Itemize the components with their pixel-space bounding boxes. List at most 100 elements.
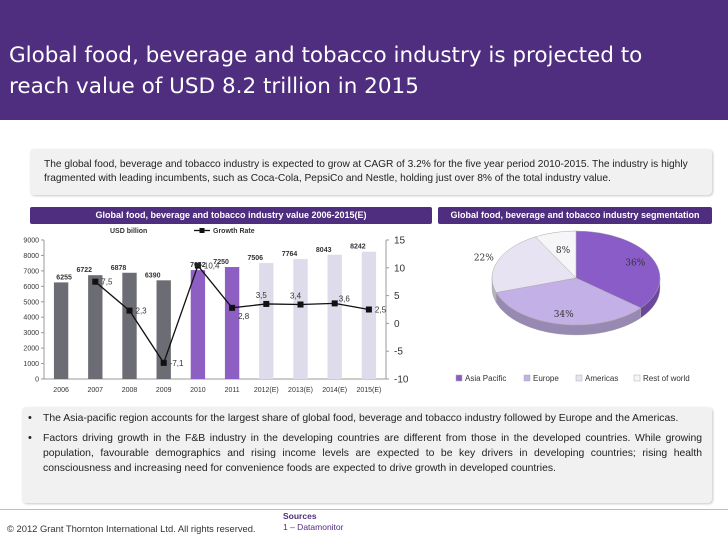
left-axis-tick-label: 8000	[23, 253, 39, 260]
pie-legend-label: Europe	[533, 374, 559, 383]
intro-text: The global food, beverage and tobacco in…	[44, 159, 688, 184]
pie-value-label: 34%	[554, 310, 574, 320]
slide-title: Global food, beverage and tobacco indust…	[9, 43, 643, 99]
bar-value-label: 6255	[56, 274, 72, 281]
left-axis-tick-label: 4000	[23, 315, 39, 322]
pie-legend-swatch	[523, 374, 531, 382]
growth-rate-label: 2,8	[238, 312, 250, 321]
legend-line-marker	[199, 228, 205, 233]
pie-slice	[535, 230, 577, 279]
growth-rate-marker	[331, 300, 338, 307]
growth-rate-marker	[263, 300, 270, 307]
bullet-point: • The Asia-pacific region accounts for th…	[28, 411, 702, 426]
growth-rate-label: 7,5	[101, 278, 113, 287]
growth-rate-label: 3,4	[290, 291, 302, 300]
value-bar	[53, 282, 69, 379]
right-axis-tick-label: 15	[394, 236, 406, 247]
value-bar	[122, 272, 137, 379]
growth-rate-marker	[229, 304, 236, 311]
copyright-text: © 2012 Grant Thornton International Ltd.…	[7, 523, 256, 534]
sources-block: Sources 1 – Datamonitor	[283, 511, 343, 533]
pie-legend-swatch	[455, 374, 463, 382]
left-axis-tick-label: 3000	[23, 330, 39, 337]
left-axis-tick-label: 0	[35, 377, 39, 384]
pie-legend-swatch	[575, 374, 583, 382]
left-axis-tick-label: 6000	[23, 284, 39, 291]
bar-value-label: 6878	[111, 265, 127, 272]
value-bar	[190, 270, 206, 379]
x-axis-tick-label: 2009	[156, 387, 172, 394]
growth-rate-marker	[194, 262, 201, 269]
footer-divider	[0, 509, 728, 510]
intro-box: The global food, beverage and tobacco in…	[30, 149, 712, 195]
right-axis-tick-label: 10	[394, 263, 406, 274]
sources-item: 1 – Datamonitor	[283, 522, 344, 532]
pie-slice	[495, 277, 642, 326]
pie-slice	[491, 236, 577, 293]
bar-value-label: 7764	[282, 251, 298, 258]
pie-chart-title: Global food, beverage and tobacco indust…	[438, 207, 712, 224]
bullet-point: • Factors driving growth in the F&B indus…	[28, 431, 702, 476]
bar-value-label: 7250	[213, 259, 229, 266]
x-axis-tick-label: 2010	[190, 387, 206, 394]
right-axis-tick-label: 5	[394, 291, 400, 302]
x-axis-tick-label: 2013(E)	[288, 387, 313, 394]
bullet-text: The Asia-pacific region accounts for the…	[43, 413, 679, 424]
right-axis-tick-label: -5	[394, 347, 403, 358]
growth-rate-marker	[92, 278, 99, 285]
growth-rate-label: 2,3	[136, 307, 148, 316]
growth-rate-label: 10,4	[204, 262, 220, 271]
growth-rate-label: 2,5	[375, 306, 387, 315]
industry-value-chart: USD billion Growth Rate 0 1000 2000 3000 4000…	[23, 228, 409, 394]
x-axis-tick-label: 2007	[88, 387, 104, 394]
left-axis-tick-label: 1000	[23, 361, 39, 368]
growth-rate-marker	[160, 359, 167, 366]
bar-value-label: 6722	[77, 267, 93, 274]
bar-chart-title: Global food, beverage and tobacco indust…	[30, 207, 432, 224]
key-points-box: • The Asia-pacific region accounts for th…	[22, 407, 712, 503]
left-axis-tick-label: 5000	[23, 299, 39, 306]
x-axis-tick-label: 2006	[53, 387, 69, 394]
pie-legend-swatch	[633, 374, 641, 382]
x-axis-tick-label: 2014(E)	[322, 387, 347, 394]
bullet-dot-icon: •	[28, 412, 32, 424]
bar-value-label: 7052	[190, 262, 206, 269]
pie-legend-label: Americas	[585, 374, 618, 383]
right-axis-tick-label: -10	[394, 375, 409, 386]
legend-line-series: Growth Rate	[213, 228, 255, 235]
bar-value-label: 7506	[248, 255, 264, 262]
sources-heading: Sources	[283, 511, 317, 521]
legend-bar-series: USD billion	[110, 228, 147, 235]
x-axis-tick-label: 2015(E)	[356, 387, 381, 394]
growth-rate-marker	[297, 301, 304, 308]
value-bar	[259, 263, 274, 379]
value-bar	[361, 251, 377, 379]
growth-rate-label: -7,1	[170, 359, 184, 368]
x-axis-tick-label: 2012(E)	[254, 387, 279, 394]
growth-rate-label: 3,6	[339, 294, 351, 303]
title-bar: Global food, beverage and tobacco indust…	[0, 0, 728, 120]
right-axis-tick-label: 0	[394, 319, 400, 330]
bar-value-label: 8242	[350, 244, 366, 251]
left-axis-tick-label: 9000	[23, 238, 39, 245]
pie-value-label: 8%	[556, 246, 571, 256]
bar-value-label: 6390	[145, 272, 161, 279]
pie-legend-label: Rest of world	[643, 374, 690, 383]
bullet-dot-icon: •	[28, 432, 32, 444]
x-axis-tick-label: 2011	[225, 387, 240, 394]
bar-value-label: 8043	[316, 247, 332, 254]
pie-value-label: 22%	[474, 254, 494, 264]
segmentation-pie-chart: 36% 34% 22% 8% Asia Pacific Europe Americas Re…	[455, 230, 690, 383]
pie-value-label: 36%	[625, 258, 645, 268]
bullet-text: Factors driving growth in the F&B indust…	[43, 433, 702, 474]
value-bar	[327, 254, 342, 379]
pie-slice	[575, 230, 661, 309]
x-axis-tick-label: 2008	[122, 387, 138, 394]
value-bar	[88, 275, 103, 379]
value-bar	[224, 267, 240, 379]
growth-rate-marker	[126, 307, 133, 314]
growth-rate-marker	[365, 306, 372, 313]
left-axis-tick-label: 7000	[23, 268, 39, 275]
growth-rate-label: 3,5	[256, 291, 268, 300]
pie-legend-label: Asia Pacific	[465, 374, 506, 383]
